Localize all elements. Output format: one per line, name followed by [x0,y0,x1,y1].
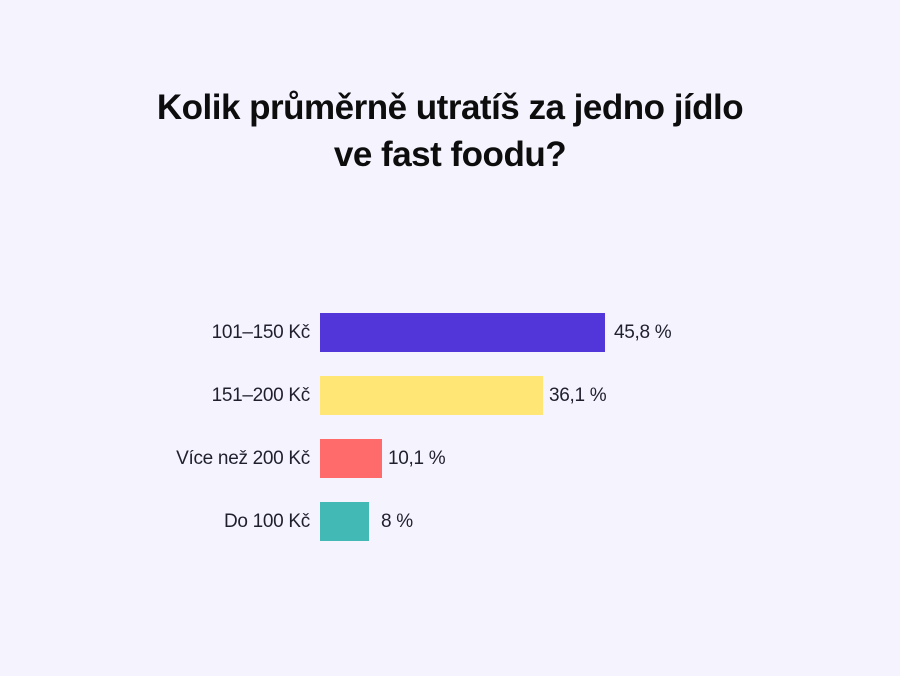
bar [320,376,543,415]
category-label: Více než 200 Kč [176,448,310,469]
bar-row: 101–150 Kč 45,8 % [0,313,900,352]
chart-title-line-2: ve fast foodu? [333,135,567,174]
bar-row: Více než 200 Kč 10,1 % [0,439,900,478]
bar [320,439,382,478]
category-label: 101–150 Kč [211,322,311,343]
bar [320,313,605,352]
bar-row: Do 100 Kč 8 % [0,502,900,541]
bar [320,502,369,541]
value-label: 10,1 % [388,448,446,469]
bar-row: 151–200 Kč 36,1 % [0,376,900,415]
category-label: 151–200 Kč [211,385,311,406]
value-label: 45,8 % [614,322,672,343]
value-label: 36,1 % [549,385,607,406]
chart-title-line-1: Kolik průměrně utratíš za jedno jídlo [156,88,744,127]
chart-title: Kolik průměrně utratíš za jedno jídlo ve… [0,84,900,178]
value-label: 8 % [381,511,413,532]
category-label: Do 100 Kč [223,511,310,532]
